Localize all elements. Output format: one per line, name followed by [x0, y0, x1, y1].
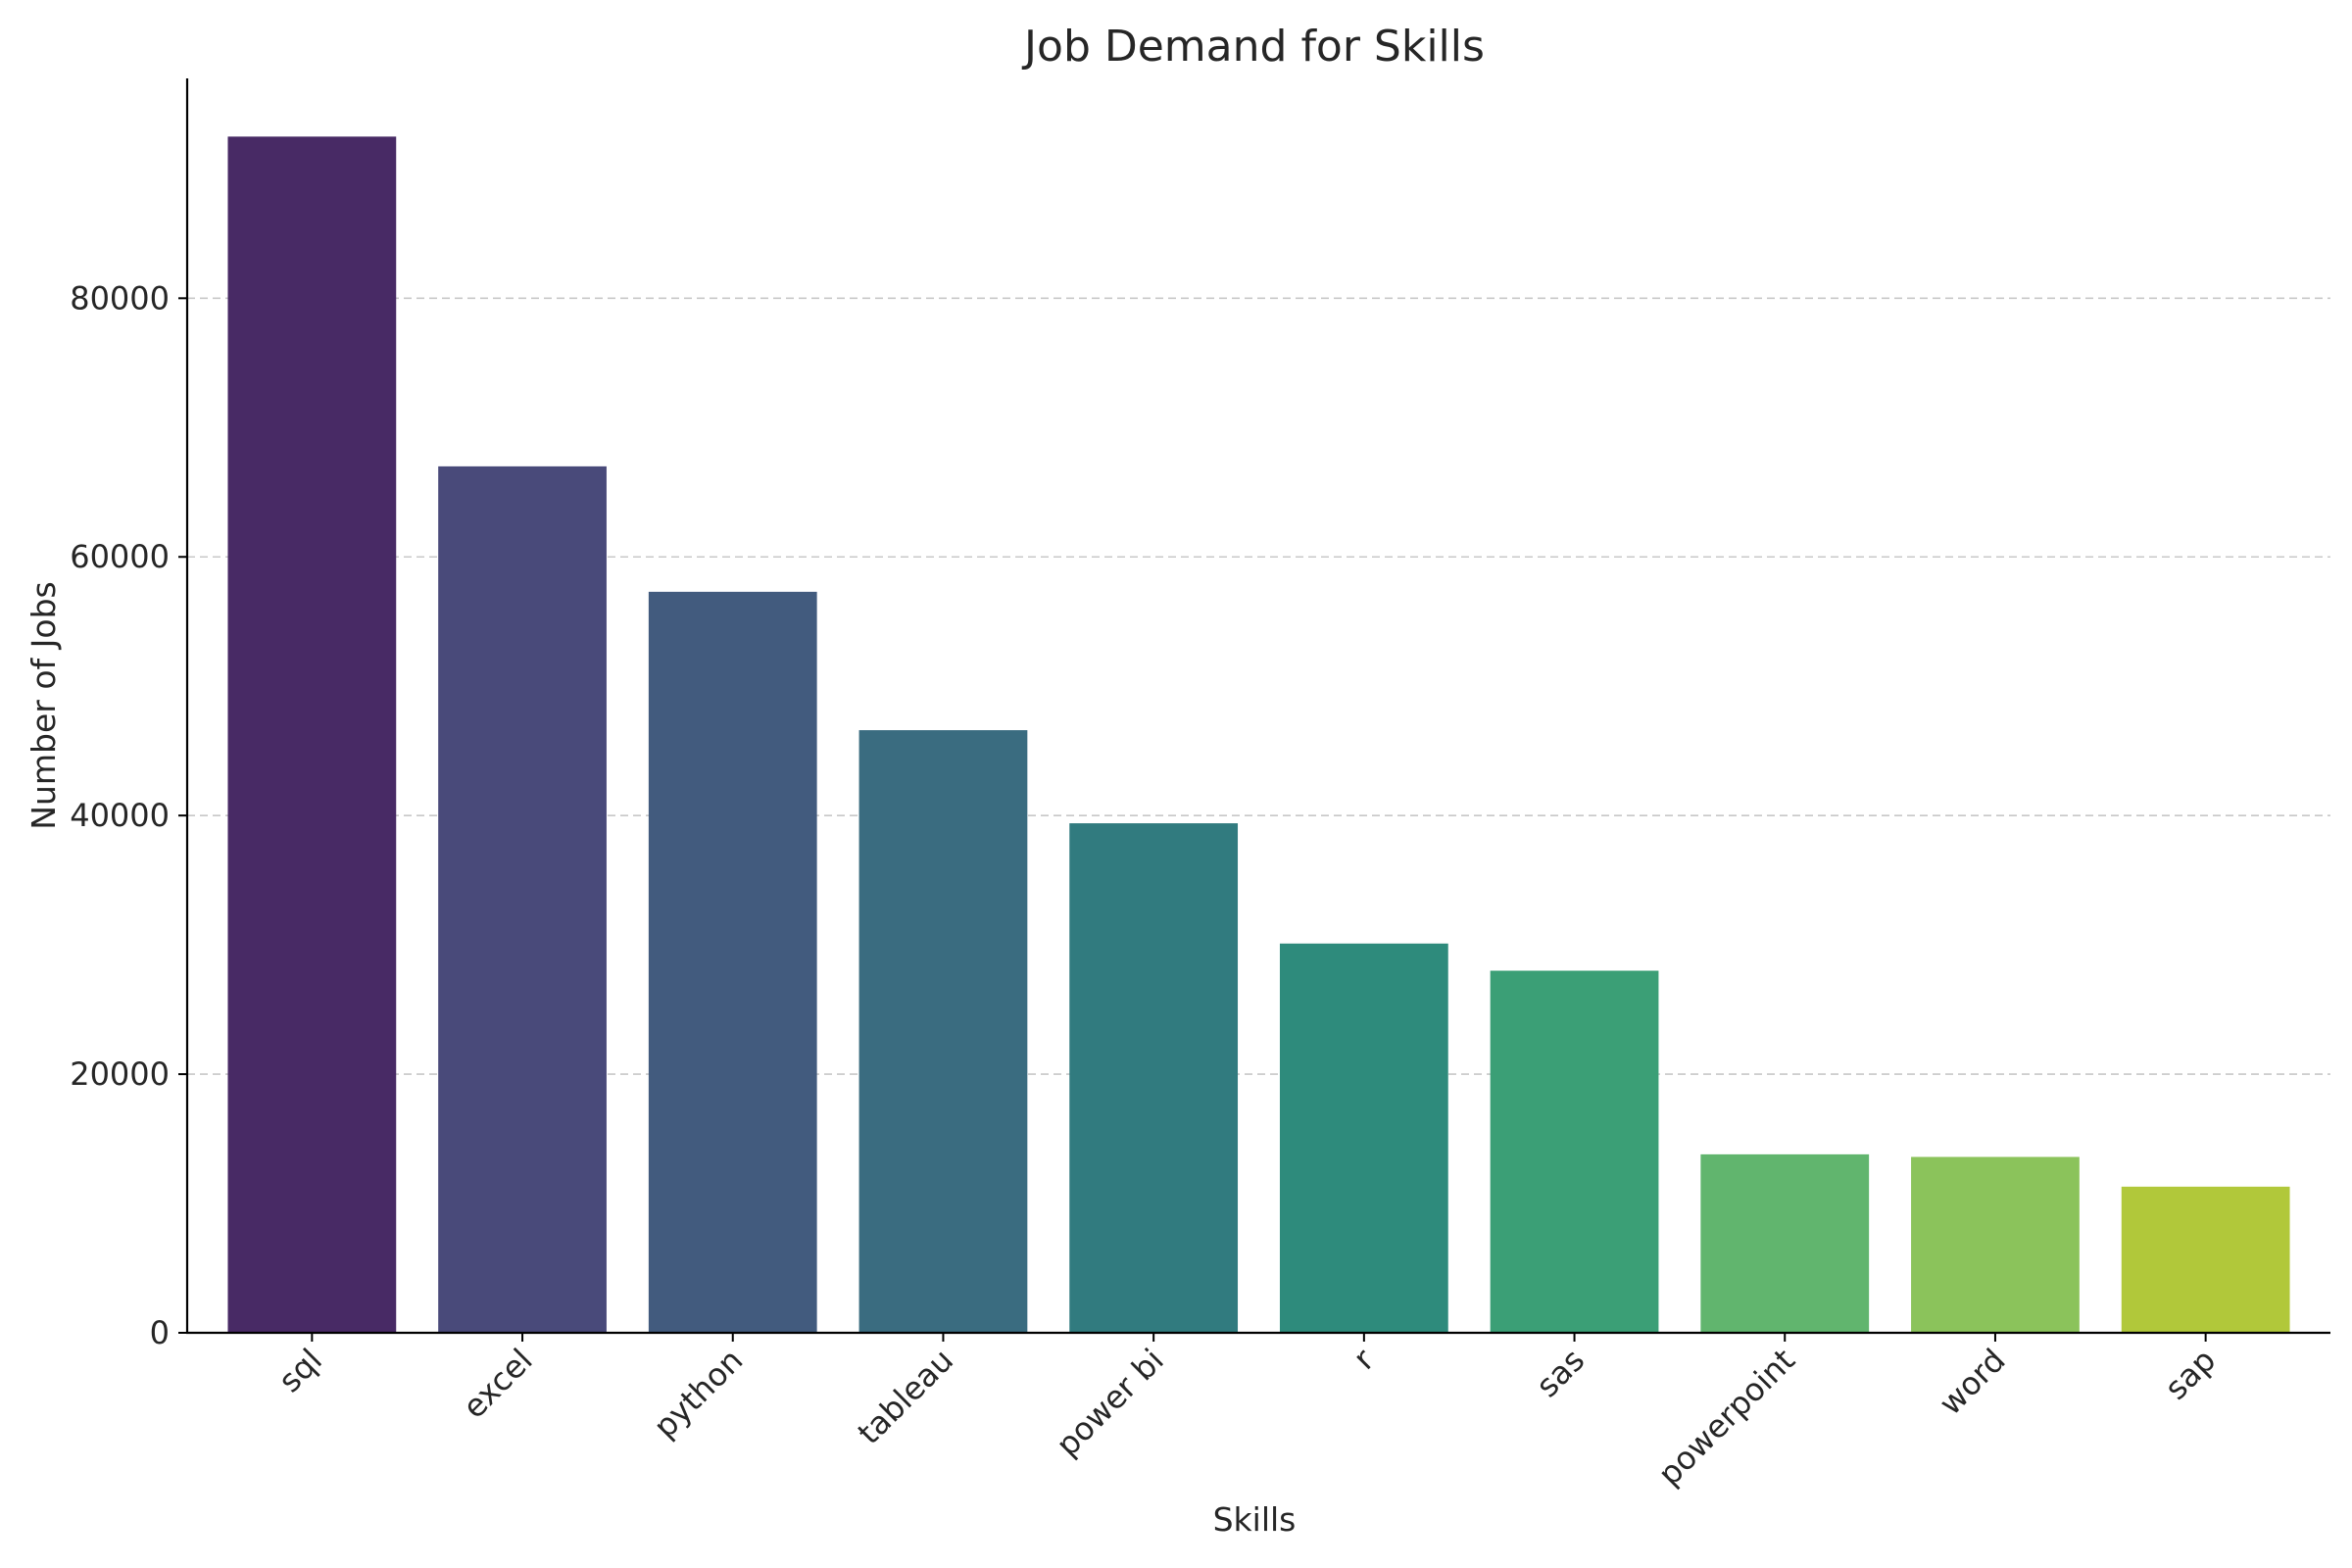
- bar-r: [1279, 943, 1448, 1333]
- y-tick-label: 20000: [70, 1055, 170, 1093]
- bar-word: [1911, 1156, 2080, 1333]
- x-tick-label: powerpoint: [1650, 1342, 1802, 1494]
- x-tick-label: sas: [1529, 1342, 1592, 1404]
- y-tick-label: 80000: [70, 279, 170, 317]
- y-tick-label: 40000: [70, 797, 170, 834]
- bar-python: [648, 591, 817, 1333]
- bar-powerpoint: [1700, 1153, 1870, 1333]
- bar-excel: [438, 466, 607, 1333]
- axes: [185, 78, 2330, 1335]
- x-tick-label: tableau: [851, 1342, 960, 1451]
- x-tick-label: sap: [2157, 1342, 2223, 1407]
- bars: [227, 136, 2290, 1333]
- bar-sas: [1490, 970, 1659, 1333]
- x-tick-label: python: [646, 1342, 750, 1446]
- bar-tableau: [858, 730, 1028, 1333]
- x-tick-label: word: [1932, 1342, 2012, 1422]
- x-tick-label: excel: [456, 1342, 540, 1426]
- x-axis-label: Skills: [1213, 1500, 1297, 1539]
- y-tick-label: 60000: [70, 538, 170, 575]
- bar-sql: [227, 136, 397, 1333]
- x-tick-label: power bi: [1049, 1342, 1171, 1464]
- bar-sap: [2121, 1186, 2290, 1333]
- y-tick-label: 0: [150, 1314, 170, 1351]
- x-tick-label: r: [1346, 1341, 1382, 1377]
- y-axis-label: Number of Jobs: [24, 581, 63, 829]
- bar-power-bi: [1069, 823, 1239, 1333]
- chart-title: Job Demand for Skills: [1021, 22, 1485, 72]
- x-tick-label: sql: [271, 1342, 329, 1399]
